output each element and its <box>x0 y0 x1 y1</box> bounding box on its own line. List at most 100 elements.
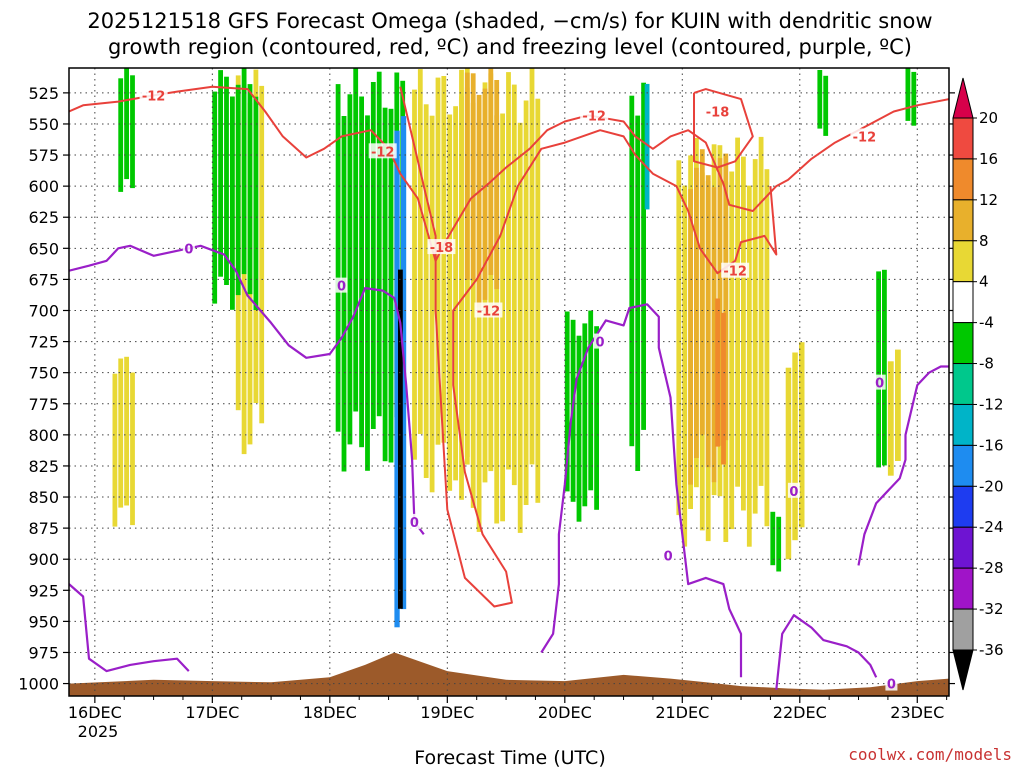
contour-label-bg-8 <box>182 240 195 256</box>
omega-cell-upward-motion-weak-22dec <box>792 352 798 541</box>
omega-cell-downward-motion-weak-17dec <box>212 91 218 304</box>
colorbar-bin-0 <box>952 117 974 160</box>
contour-label-bg-14 <box>873 374 886 390</box>
x-tick-label-21DEC: 21DEC <box>655 703 709 722</box>
omega-cell-downward-motion-weak-18dec <box>341 116 347 472</box>
colorbar-label-8: 8 <box>979 232 989 250</box>
contour-label-bg-7 <box>850 128 879 144</box>
freezing-level-0c-lowlevel <box>69 583 190 673</box>
omega-cell-upward-motion-moderate-19dec <box>470 73 476 281</box>
x-tick-label-22DEC: 22DEC <box>773 703 827 722</box>
contour-label-11: 0 <box>596 336 605 351</box>
omega-cell-upward-motion-weak-19dec <box>435 77 441 445</box>
y-tick-label-725: 725 <box>28 333 59 352</box>
colorbar: 20 16 12 8 4 -4 -8 -12 -16 -20 -24 -28 -32 -36 <box>952 77 1004 691</box>
colorbar-bin-4 <box>952 281 974 324</box>
colorbar-bin-2 <box>952 199 974 242</box>
omega-cell-downward-motion-weak-20dec <box>576 335 582 522</box>
colorbar-label--36: -36 <box>979 641 1004 659</box>
terrain-layer <box>69 652 949 696</box>
omega-cell-upward-motion-weak-20dec <box>535 98 541 503</box>
contour-label-7: -12 <box>853 130 877 145</box>
omega-cell-upward-motion-weak-16dec <box>124 356 129 506</box>
omega-cell-upward-motion-moderate-19dec <box>488 68 494 275</box>
contour-label-bg-3 <box>474 302 503 318</box>
omega-cell-downward-motion-weak-20dec <box>582 323 588 507</box>
colorbar-bottom-arrow <box>952 649 974 691</box>
freezing-level-0c-22dec <box>775 614 878 690</box>
colorbar-bin-7 <box>952 403 974 446</box>
colorbar-bin-10 <box>952 526 974 569</box>
omega-cell-downward-motion-weak-18dec <box>382 107 388 462</box>
contour-label-13: 0 <box>789 485 798 500</box>
colorbar-bin-9 <box>952 485 974 528</box>
x-tick-label-16DEC: 16DEC <box>68 703 122 722</box>
x-tick-label-23DEC: 23DEC <box>890 703 944 722</box>
colorbar-bin-11 <box>952 567 974 610</box>
y-tick-label-925: 925 <box>28 581 59 600</box>
omega-cell-downward-motion-weak-22dec <box>823 75 829 136</box>
omega-cell-upward-motion-weak-16dec <box>130 372 135 526</box>
omega-cell-upward-motion-weak-19dec <box>412 89 417 460</box>
omega-cell-upward-motion-weak-21dec <box>752 159 758 514</box>
contour-label-bg-13 <box>787 482 800 498</box>
omega-cell-downward-motion-extreme-18dec <box>398 269 403 609</box>
omega-cell-upward-motion-weak-16dec <box>112 373 118 527</box>
contour-label-bg-10 <box>408 513 421 529</box>
omega-cell-upward-motion-weak-19dec <box>459 69 464 435</box>
contour-label-bg-15 <box>885 675 898 691</box>
omega-cell-downward-motion-weak-20dec-b <box>635 115 641 471</box>
colorbar-label-16: 16 <box>979 150 998 168</box>
colorbar-bin-5 <box>952 322 974 365</box>
omega-cell-upward-motion-weak-19dec <box>429 115 435 493</box>
colorbar-top-arrow <box>952 77 974 119</box>
contour-label-bg-9 <box>335 277 348 293</box>
contour-label-5: -18 <box>706 106 730 121</box>
y-tick-label-625: 625 <box>28 208 59 227</box>
contour-label-14: 0 <box>875 377 884 392</box>
omega-cell-upward-motion-moderate-21dec <box>723 153 729 441</box>
y-tick-label-575: 575 <box>28 146 59 165</box>
omega-cell-downward-motion-weak-18dec <box>359 96 364 448</box>
contour-label-bg-0 <box>139 87 168 103</box>
y-tick-label-775: 775 <box>28 395 59 414</box>
contour-label-15: 0 <box>887 678 896 693</box>
omega-cell-upward-motion-strong-21dec <box>721 312 726 465</box>
omega-cell-upward-motion-weak-20dec <box>470 102 476 508</box>
y-tick-label-975: 975 <box>28 643 59 662</box>
chart-title-line1: 2025121518 GFS Forecast Omega (shaded, −… <box>87 9 932 33</box>
colorbar-bin-6 <box>952 363 974 405</box>
omega-cell-upward-motion-weak-19dec <box>417 69 423 434</box>
colorbar-label--32: -32 <box>979 600 1004 618</box>
contour-layer <box>69 85 949 690</box>
omega-cell-downward-motion-weak-17dec <box>224 76 229 285</box>
y-tick-label-900: 900 <box>28 550 59 569</box>
omega-cell-downward-motion-weak-17dec <box>241 68 247 275</box>
omega-cell-upward-motion-weak-16dec <box>118 358 124 508</box>
contour-label-10: 0 <box>410 516 419 531</box>
dgz-minus12-upper <box>69 85 949 262</box>
omega-cell-upward-motion-weak-22dec-b <box>887 361 894 476</box>
dgz-minus18 <box>693 88 754 169</box>
y-tick-label-1000: 1000 <box>18 675 59 694</box>
omega-cell-upward-motion-weak-21dec <box>729 171 735 530</box>
colorbar-label-4: 4 <box>979 273 989 291</box>
omega-cell-upward-motion-weak-20dec <box>494 115 500 524</box>
omega-cell-upward-motion-strong-21dec <box>715 298 720 447</box>
omega-cell-upward-motion-moderate-21dec <box>711 187 717 483</box>
contour-label-1: -12 <box>371 145 395 160</box>
omega-cell-upward-motion-moderate-19dec <box>494 80 500 290</box>
contour-label-0: -12 <box>142 89 166 104</box>
plot-frame <box>68 67 950 697</box>
omega-cell-upward-motion-weak-21dec <box>764 169 770 527</box>
chart-title-line2: growth region (contoured, red, ºC) and f… <box>108 35 912 59</box>
omega-cell-upward-motion-weak-21dec <box>735 137 740 487</box>
omega-cell-upward-motion-weak-21dec <box>741 156 746 511</box>
credit-label: coolwx.com/models <box>848 745 1012 764</box>
x-tick-label-19DEC: 19DEC <box>420 703 474 722</box>
omega-cell-downward-motion-weak-20dec-b <box>629 95 635 447</box>
contour-label-bg-12 <box>662 547 675 563</box>
contour-label-6: -12 <box>723 265 747 280</box>
y-tick-label-525: 525 <box>28 84 59 103</box>
omega-cell-downward-motion-weak-18dec <box>353 68 359 412</box>
